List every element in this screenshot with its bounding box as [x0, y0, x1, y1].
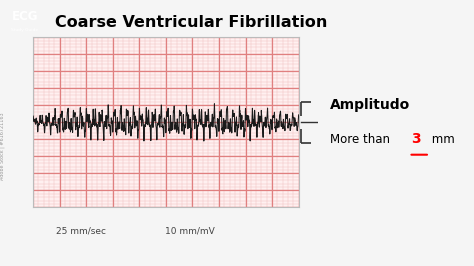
Text: mm: mm [428, 133, 455, 146]
Text: 25 mm/sec: 25 mm/sec [55, 227, 106, 236]
Text: Study Guide: Study Guide [11, 28, 38, 32]
Text: Adobe Stock | #616721163: Adobe Stock | #616721163 [0, 113, 5, 180]
Text: Coarse Ventricular Fibrillation: Coarse Ventricular Fibrillation [55, 15, 327, 30]
Text: Amplitudo: Amplitudo [330, 98, 410, 112]
Text: 3: 3 [411, 132, 421, 146]
Text: 10 mm/mV: 10 mm/mV [165, 227, 214, 236]
Text: More than: More than [330, 133, 393, 146]
Text: ECG: ECG [12, 10, 38, 23]
